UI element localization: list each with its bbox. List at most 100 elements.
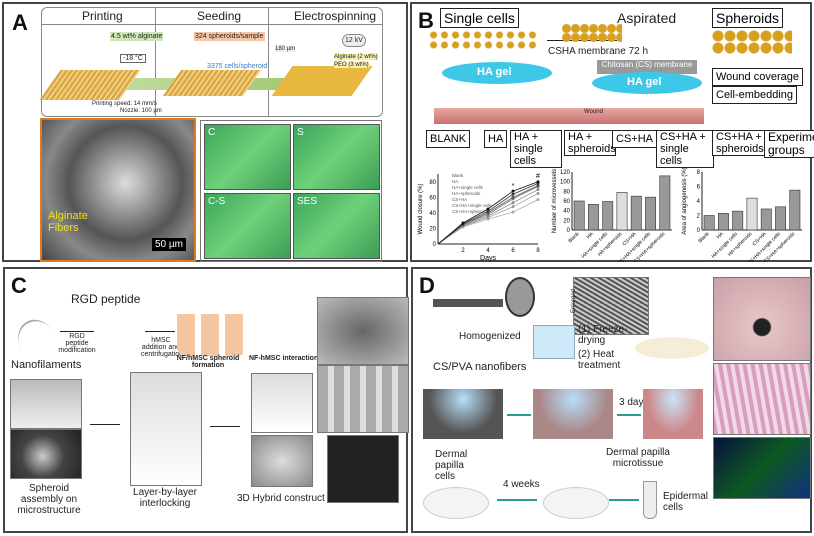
y-tick-label: 80 — [429, 180, 436, 186]
y-tick-label: 0 — [697, 228, 701, 234]
x-tick-label: HA — [716, 231, 726, 241]
panel-label: D — [419, 273, 435, 298]
arrow — [145, 331, 175, 332]
bar — [630, 195, 642, 231]
bar — [587, 204, 599, 231]
hybrid-photo — [251, 435, 313, 487]
bar — [775, 206, 787, 231]
scaffold-disc — [635, 337, 709, 359]
step-electrospinning: Electrospinning — [294, 9, 377, 23]
x-tick-label: HA — [586, 231, 596, 241]
photo — [317, 297, 409, 365]
photo — [327, 435, 399, 503]
legend-entry: Blank — [452, 173, 464, 178]
bar — [746, 197, 758, 231]
y-tick-label: 2 — [697, 214, 701, 220]
membrane-spheroids — [562, 24, 622, 42]
y-tick-label: 4 — [697, 199, 701, 205]
y-tick-label: 80 — [563, 189, 570, 195]
panel-b: B Single cells Aspirated Spheroids CSHA … — [410, 2, 814, 262]
y-axis-label: Area of angiogenesis (%) — [682, 167, 688, 234]
bar — [703, 215, 715, 231]
step-printing: Printing — [82, 9, 123, 23]
bar — [732, 210, 744, 231]
legend-entry: CS+HA — [452, 197, 467, 202]
panel-label: B — [418, 8, 434, 33]
step-seeding: Seeding — [197, 9, 242, 23]
scaffold-electrospun — [271, 66, 373, 96]
legend-entry: CS+HA+single cells — [452, 203, 493, 208]
data-point — [511, 189, 515, 193]
culture-1 — [423, 389, 503, 439]
histology-photo — [713, 363, 811, 435]
bar — [789, 189, 801, 231]
culture-2 — [533, 389, 613, 439]
data-point — [511, 205, 515, 209]
beaker — [533, 325, 575, 359]
single-cells-label: Single cells — [440, 8, 519, 28]
scaffold-printing — [39, 70, 141, 100]
legend-entry: HA — [452, 179, 458, 184]
data-point — [536, 188, 540, 192]
chitosan-membrane: Chitosan (CS) membrane — [597, 60, 697, 74]
mouse-photo — [713, 277, 811, 361]
data-point — [486, 209, 490, 213]
photo — [10, 429, 82, 479]
data-point — [511, 201, 515, 205]
ha-gel-1: HA gel — [442, 62, 552, 84]
mouse-1 — [423, 487, 489, 519]
process-strip: Printing Seeding Electrospinning 4.5 wt%… — [39, 7, 383, 117]
panel-d: D Enlarged Homogenized (1) Freeze-drying… — [411, 267, 812, 533]
bar — [659, 175, 671, 231]
photo — [10, 379, 82, 429]
y-tick-label: 40 — [429, 211, 436, 217]
scaffold-seeding — [162, 70, 262, 96]
y-tick-label: 100 — [560, 180, 571, 186]
x-axis-label: Days — [480, 255, 496, 262]
panel-c: C RGD peptide RGD peptide modification h… — [3, 267, 409, 533]
legend-entry: HA+spheroids — [452, 191, 481, 196]
y-tick-label: 60 — [563, 199, 570, 205]
y-tick-label: 20 — [563, 218, 570, 224]
bar — [616, 191, 628, 231]
annotation: # — [536, 173, 540, 180]
micrograph-grid: C S C-S SES — [200, 120, 382, 262]
data-point — [511, 195, 515, 199]
y-tick-label: 120 — [560, 170, 571, 176]
y-tick-label: 8 — [697, 170, 701, 176]
cells-row — [428, 30, 538, 50]
data-point — [486, 207, 490, 211]
legend-entry: CS+HA+spheroids — [452, 209, 490, 214]
arrow — [60, 331, 94, 332]
bar — [717, 213, 729, 231]
data-point — [461, 221, 465, 225]
data-point — [511, 210, 515, 214]
spheroids-label: Spheroids — [712, 8, 784, 28]
y-tick-label: 60 — [429, 195, 436, 201]
y-tick-label: 6 — [697, 185, 701, 191]
x-tick-label: 6 — [511, 248, 515, 254]
culture-3 — [643, 389, 703, 439]
panel-label: A — [12, 10, 28, 35]
bar — [602, 201, 614, 231]
bar — [760, 208, 772, 231]
electrospinner — [433, 299, 503, 307]
x-tick-label: 2 — [461, 248, 465, 254]
layers-diagram — [130, 372, 202, 486]
data-point — [536, 198, 540, 202]
panel-a: A Printing Seeding Electrospinning 4.5 w… — [2, 2, 408, 262]
y-axis-label: Wound closure (%) — [418, 184, 424, 235]
data-point — [536, 180, 540, 184]
tubes — [177, 314, 247, 356]
data-point — [536, 191, 540, 195]
y-axis-label: Number of microvessels — [552, 169, 558, 233]
spheroid-cluster — [712, 30, 792, 54]
tube — [643, 481, 657, 519]
group-labels: BLANK HA HA + single cells HA + spheroid… — [412, 130, 814, 168]
mouse-2 — [543, 487, 609, 519]
y-tick-label: 40 — [563, 209, 570, 215]
x-tick-label: 8 — [536, 248, 540, 254]
y-tick-label: 0 — [433, 242, 437, 248]
